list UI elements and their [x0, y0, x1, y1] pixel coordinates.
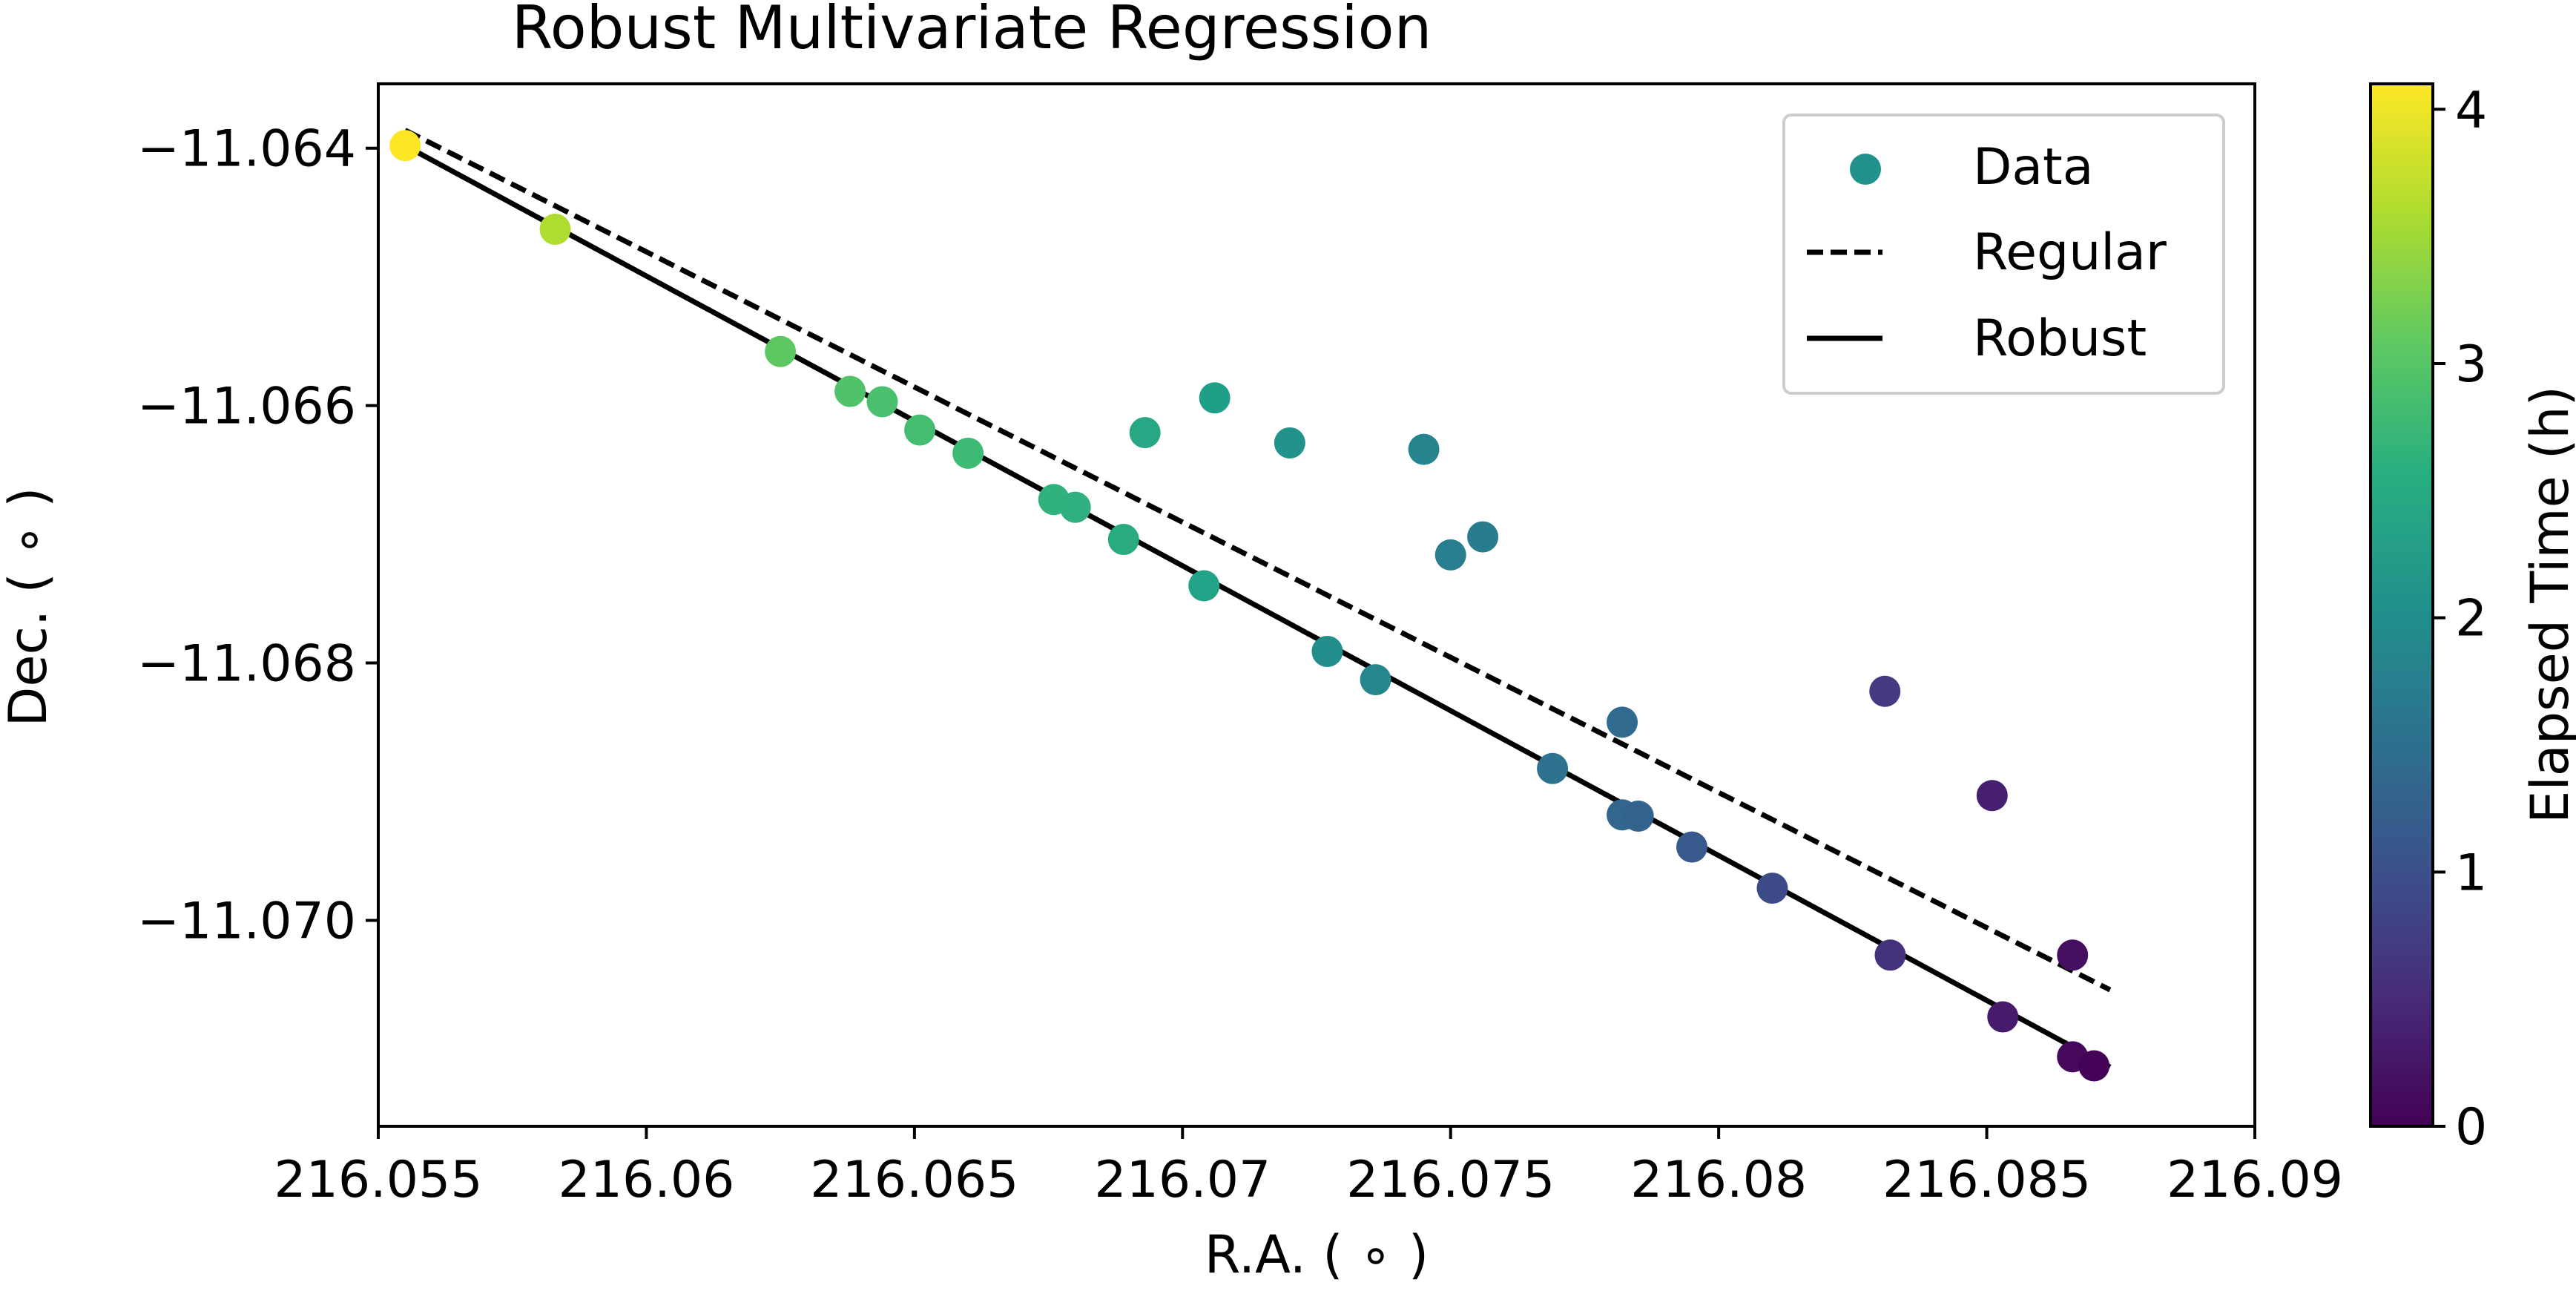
legend-robust-label: Robust: [1973, 309, 2147, 368]
x-tick-label: 216.085: [1882, 1151, 2091, 1209]
data-point: [1987, 1001, 2019, 1033]
x-tick-label: 216.08: [1630, 1151, 1807, 1209]
x-tick-label: 216.06: [558, 1151, 734, 1209]
data-point: [1874, 939, 1906, 971]
data-point: [1467, 521, 1499, 553]
robust-fit-line: [403, 143, 2112, 1070]
data-point: [1360, 664, 1391, 696]
x-tick-label: 216.09: [2167, 1151, 2343, 1209]
x-axis-label: R.A. ( ∘ ): [1205, 1224, 1429, 1285]
legend-frame: [1782, 114, 2225, 395]
data-point: [1107, 524, 1139, 556]
legend: Data Regular Robust: [1782, 114, 2225, 395]
x-tick-label: 216.065: [810, 1151, 1018, 1209]
colorbar-gradient: [2369, 82, 2434, 1128]
colorbar-tick-label: 2: [2455, 590, 2487, 648]
plot-data: [389, 128, 2112, 1082]
data-point: [952, 437, 984, 469]
x-tick-label: 216.055: [274, 1151, 482, 1209]
data-point: [866, 386, 898, 418]
y-tick-label: −11.064: [137, 120, 356, 179]
data-point: [1188, 570, 1220, 602]
data-point: [1434, 539, 1466, 571]
y-tick-label: −11.070: [137, 892, 356, 950]
y-tick-label: −11.066: [137, 378, 356, 436]
chart-title: Robust Multivariate Regression: [512, 0, 1432, 62]
colorbar-label: Elapsed Time (h): [2520, 386, 2576, 824]
y-tick-label: −11.068: [137, 635, 356, 694]
data-point: [1869, 675, 1901, 707]
data-point: [1408, 433, 1440, 465]
regular-fit-line: [403, 128, 2112, 993]
data-point: [1311, 635, 1343, 667]
plot-area: 216.055 216.06 216.065 216.07 216.075 216.08 2…: [137, 82, 2343, 1209]
colorbar-tick-label: 4: [2455, 81, 2487, 139]
colorbar-tick-label: 1: [2455, 844, 2487, 902]
data-point: [904, 414, 936, 446]
data-point: [1537, 752, 1569, 784]
colorbar-tick-label: 3: [2455, 335, 2487, 394]
data-point: [1274, 427, 1305, 459]
data-point: [1622, 800, 1654, 832]
colorbar-tick-label: 0: [2455, 1098, 2487, 1157]
plot-frame: [377, 82, 2256, 1128]
colorbar: 0 1 2 3 4 Elapsed Time (h): [2369, 81, 2576, 1157]
colorbar-ticks: 0 1 2 3 4: [2433, 81, 2487, 1157]
data-point: [539, 214, 571, 246]
data-point: [1976, 780, 2008, 812]
data-point: [1607, 706, 1638, 738]
data-point: [834, 375, 866, 407]
data-point: [2078, 1050, 2110, 1082]
data-point: [765, 335, 797, 367]
x-tick-label: 216.07: [1094, 1151, 1271, 1209]
data-point: [1199, 382, 1231, 414]
legend-regular-label: Regular: [1973, 223, 2167, 282]
data-point: [1129, 417, 1161, 449]
legend-data-label: Data: [1973, 138, 2093, 197]
data-point: [389, 130, 421, 162]
legend-data-marker: [1850, 154, 1881, 185]
y-axis-label: Dec. ( ∘ ): [0, 487, 59, 727]
data-point: [2057, 939, 2089, 971]
data-point: [1676, 831, 1707, 863]
x-tick-label: 216.075: [1346, 1151, 1555, 1209]
data-point: [1059, 491, 1091, 523]
data-point: [1756, 873, 1788, 904]
